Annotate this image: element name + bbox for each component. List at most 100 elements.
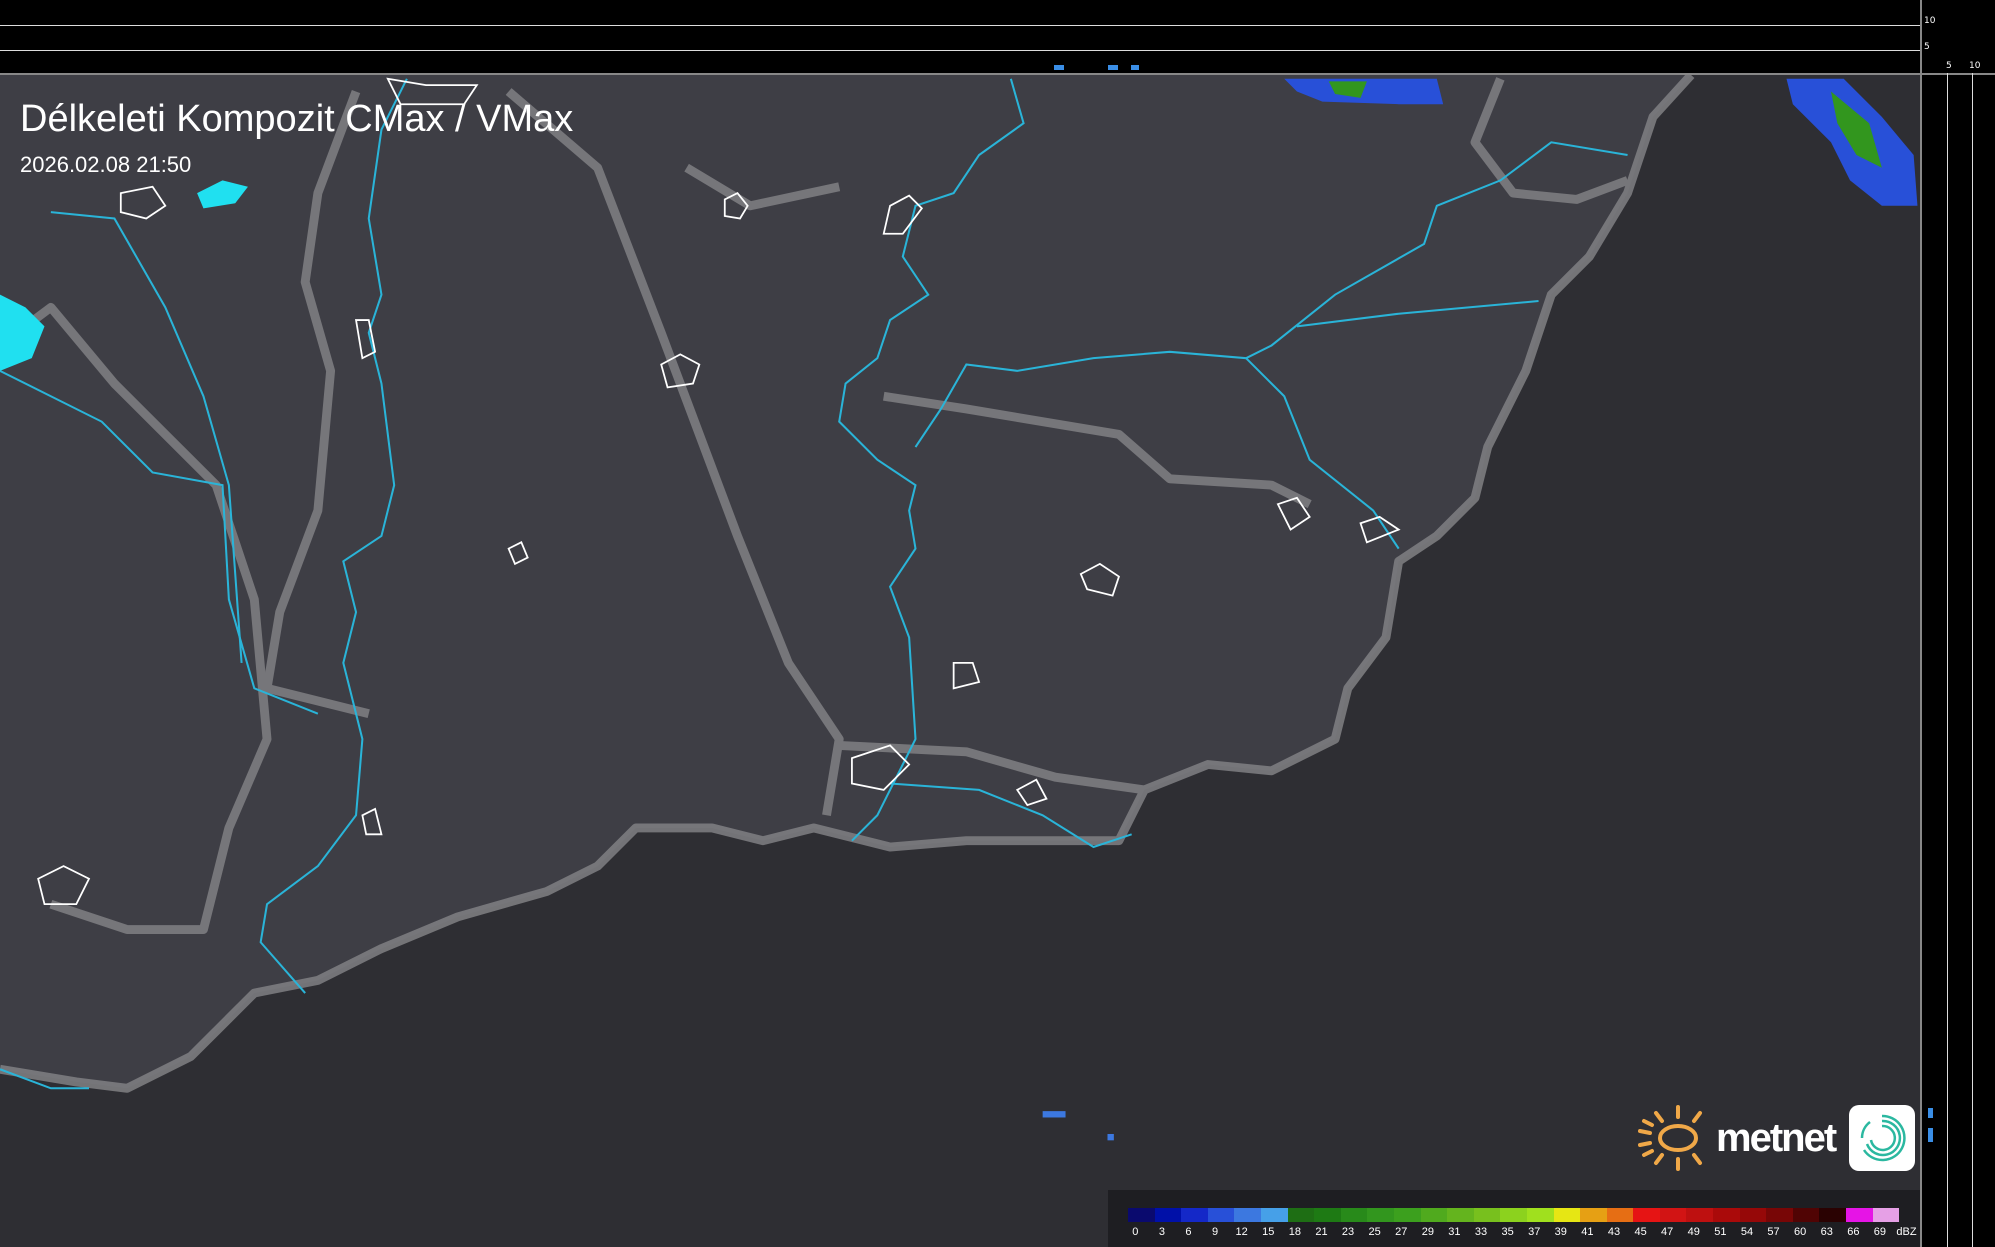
legend-swatch [1846,1208,1873,1222]
legend-unit: dBZ [1896,1226,1917,1238]
radar-map[interactable] [0,75,1920,1247]
legend-label: 41 [1581,1226,1594,1238]
legend-swatch [1260,1208,1288,1222]
legend-swatch [1420,1208,1448,1222]
profile-gridline-10 [0,25,1920,26]
town-outline [952,662,981,690]
legend-swatch [1580,1208,1607,1222]
legend-swatch [1553,1208,1581,1222]
dbz-legend: 0 3 6 9 12 15 18 21 23 25 27 29 31 33 35 37 39 41 43 45 47 49… [1108,1190,1920,1247]
county-border [838,741,1146,795]
legend-swatch [1314,1208,1341,1222]
county-border [883,391,1312,509]
legend-label: 21 [1315,1226,1328,1238]
legend-swatch [1633,1208,1660,1222]
legend-swatch [1181,1208,1208,1222]
legend-label: 39 [1554,1226,1567,1238]
legend-swatch [1500,1208,1527,1222]
town-outline [723,191,749,220]
legend-label: 3 [1158,1226,1165,1238]
tisza-river [838,78,1025,842]
legend-labels: 0 3 6 9 12 15 18 21 23 25 27 29 31 33 35 37 39 41 43 45 47 49… [1122,1226,1920,1238]
profile-gridline-5 [0,50,1920,51]
legend-label: 33 [1474,1226,1488,1238]
app-icon [1849,1105,1916,1171]
legend-swatches [1128,1208,1900,1222]
legend-swatch [1526,1208,1554,1222]
county-border [505,88,844,817]
town-outline [660,353,701,389]
legend-label: 12 [1235,1226,1248,1238]
legend-label: 31 [1448,1226,1461,1238]
legend-swatch [1766,1208,1793,1222]
radar-echo [1107,1133,1114,1141]
legend-label: 29 [1421,1226,1434,1238]
legend-swatch [1686,1208,1714,1222]
river [1245,357,1400,550]
radar-echoes [1042,78,1918,1141]
town-outline [1079,562,1120,597]
profile-echo [1054,65,1064,70]
town-outline [386,77,479,106]
town-outline [119,185,167,220]
radar-echo [1284,78,1444,105]
legend-swatch [1393,1208,1421,1222]
legend-label: 45 [1634,1226,1647,1238]
legend-label: 69 [1873,1226,1887,1238]
lake-velence [197,180,248,209]
town-outline [1015,778,1048,807]
hungary-land [0,75,1692,1089]
legend-label: 37 [1528,1226,1541,1238]
legend-label: 49 [1687,1226,1700,1238]
legend-swatch [1473,1208,1501,1222]
legend-label: 25 [1368,1226,1381,1238]
town-outline [37,865,91,906]
legend-label: 60 [1794,1226,1807,1238]
town-outline [851,744,911,791]
county-border [1470,77,1630,204]
tick-label: 5 [1924,42,1930,52]
legend-label: 66 [1847,1226,1860,1238]
legend-label: 6 [1185,1226,1192,1238]
legend-label: 57 [1767,1226,1780,1238]
profile-echo [1928,1128,1933,1142]
legend-label: 23 [1341,1226,1355,1238]
river [0,1068,90,1090]
profile-echo [1108,65,1118,70]
metnet-logo: metnet [1636,1103,1916,1173]
county-border [262,89,370,719]
legend-label: 47 [1661,1226,1674,1238]
tick-label: 10 [1924,16,1936,26]
river [0,369,319,715]
legend-swatch [1287,1208,1315,1222]
profile-echo [1131,65,1139,70]
logo-text: metnet [1716,1115,1837,1160]
legend-swatch [1819,1208,1847,1222]
lake-balaton [0,294,45,371]
rivers [0,78,1628,1090]
county-border [684,163,841,211]
legend-swatch [1447,1208,1474,1222]
town-outline [354,319,377,360]
side-profile-strip: 10 5 5 10 [1920,0,1995,1247]
radar-echo [1830,91,1882,168]
legend-label: 63 [1820,1226,1833,1238]
legend-swatch [1340,1208,1368,1222]
legend-swatch [1234,1208,1261,1222]
town-outline [1359,515,1401,544]
map-timestamp: 2026.02.08 21:50 [20,152,192,177]
legend-label: 43 [1607,1226,1621,1238]
legend-label: 54 [1740,1226,1754,1238]
river [889,782,1132,849]
vertical-profile-strip [0,0,1920,75]
radar-echo [1328,81,1367,98]
legend-swatch [1128,1208,1155,1222]
legend-swatch [1792,1208,1820,1222]
map-title: Délkeleti Kompozit CMax / VMax [20,98,574,140]
legend-label: 27 [1395,1226,1408,1238]
town-outline [507,541,529,566]
legend-label: 18 [1288,1226,1301,1238]
river [50,211,243,663]
legend-swatch [1713,1208,1740,1222]
legend-label: 35 [1501,1226,1514,1238]
